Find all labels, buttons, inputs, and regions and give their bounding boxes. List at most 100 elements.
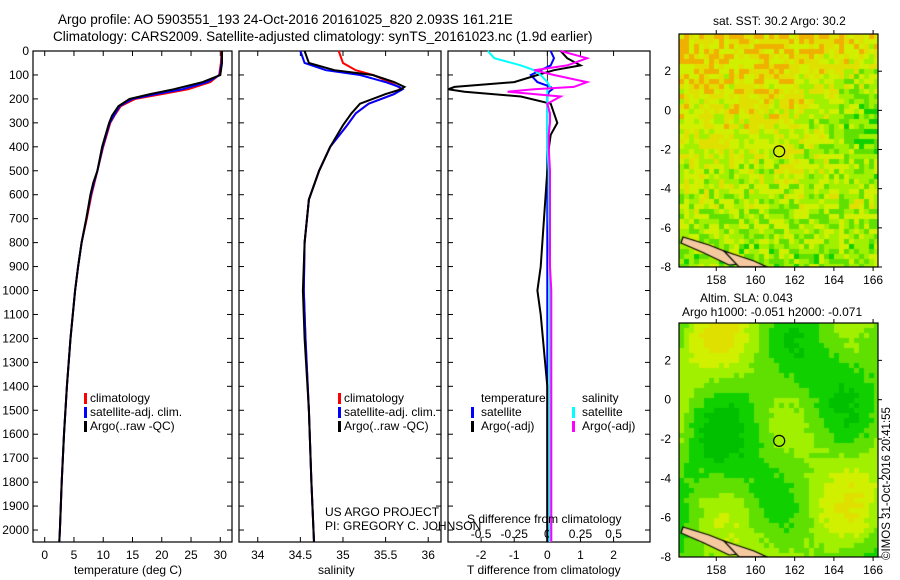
legend-swatch-s-satellite [572, 407, 575, 418]
sst-map-title: sat. SST: 30.2 Argo: 30.2 [713, 14, 846, 28]
legend-temp-header: temperature [481, 391, 546, 405]
x-tick-label: 25 [184, 548, 198, 562]
y-tick-label: 1800 [2, 475, 29, 489]
x-tick-label: 0 [544, 548, 551, 562]
x-tick-label: -2 [476, 548, 487, 562]
legend-swatch-t-satellite [471, 407, 474, 418]
y-tick-label: 800 [9, 236, 29, 250]
title-line-1: Argo profile: AO 5903551_193 24-Oct-2016… [58, 12, 513, 27]
x-tick-label: 34.5 [289, 548, 313, 562]
y-tick-label: 1400 [2, 379, 29, 393]
y-tick-label: 0 [22, 44, 29, 58]
y-tick-label: 1000 [2, 284, 29, 298]
x-tick-label: -1 [509, 548, 520, 562]
y-tick-label: 1200 [2, 331, 29, 345]
y-tick-label: 300 [9, 116, 29, 130]
map-frame [678, 33, 879, 268]
lat-tick-label: -4 [660, 182, 671, 196]
y-tick-label: 500 [9, 164, 29, 178]
salinity-xlabel: salinity [318, 563, 355, 577]
legend-satellite: satellite-adj. clim. [344, 405, 437, 419]
lat-tick-label: -4 [660, 471, 671, 485]
salinity-panel: 34 34.5 35 35.5 36 [238, 50, 442, 562]
x-tick-label: 30 [214, 548, 228, 562]
legend-t-satellite: satellite [481, 405, 522, 419]
legend-s-satellite: satellite [582, 405, 623, 419]
imos-timestamp: ©IMOS 31-Oct-2016 20:41:55 [881, 407, 893, 560]
y-tick-label: 100 [9, 68, 29, 82]
series-temperature-argo-adj- [447, 50, 584, 542]
lon-tick-label: 158 [706, 563, 726, 577]
y-tick-label: 600 [9, 188, 29, 202]
legend-swatch-satellite [84, 407, 87, 418]
y-tick-label: 2000 [2, 523, 29, 537]
y-tick-label: 400 [9, 140, 29, 154]
x-tick-label: 15 [126, 548, 140, 562]
legend-argo: Argo(..raw -QC) [344, 419, 429, 433]
x-tick-label: 34 [251, 548, 265, 562]
legend-swatch-climatology [338, 393, 341, 404]
legend-s-argo: Argo(-adj) [582, 419, 636, 433]
y-tick-label: 700 [9, 212, 29, 226]
legend-climatology: climatology [90, 391, 151, 405]
map-frame [678, 322, 879, 558]
legend-sal-header: salinity [582, 391, 619, 405]
sla-map-image [679, 323, 878, 557]
s-diff-tick-label: -0.25 [501, 527, 529, 541]
lon-tick-label: 162 [785, 563, 805, 577]
plot-frame [238, 50, 442, 543]
series-salinity-satellite [486, 50, 552, 542]
legend-climatology: climatology [344, 391, 405, 405]
legend-argo: Argo(..raw -QC) [90, 419, 175, 433]
lat-tick-label: 0 [664, 393, 671, 407]
lon-tick-label: 166 [863, 273, 883, 287]
legend-t-argo: Argo(-adj) [481, 419, 535, 433]
t-diff-xlabel: T difference from climatology [467, 563, 621, 577]
legend-swatch-satellite [338, 407, 341, 418]
sst-map-image [679, 34, 878, 267]
credit-project: US ARGO PROJECT [325, 505, 440, 519]
lon-tick-label: 166 [863, 563, 883, 577]
legend-swatch-argo [338, 421, 341, 432]
x-tick-label: 36 [422, 548, 436, 562]
lat-tick-label: -6 [660, 221, 671, 235]
lat-tick-label: -8 [660, 550, 671, 564]
lat-tick-label: -8 [660, 260, 671, 274]
argo-float-marker [773, 434, 786, 447]
lon-tick-label: 158 [706, 273, 726, 287]
x-tick-label: 10 [97, 548, 111, 562]
lon-tick-label: 160 [745, 563, 765, 577]
legend-swatch-argo [84, 421, 87, 432]
lat-tick-label: -2 [660, 143, 671, 157]
legend-swatch-s-argo [572, 421, 575, 432]
y-tick-label: 200 [9, 92, 29, 106]
y-tick-label: 1700 [2, 451, 29, 465]
y-tick-label: 1300 [2, 355, 29, 369]
series-argo-raw-qc- [58, 51, 223, 543]
series-salinity-argo-adj- [507, 50, 591, 542]
y-tick-label: 1100 [3, 307, 29, 321]
s-diff-tick-label: 0.25 [569, 527, 593, 541]
y-tick-label: 1500 [2, 403, 29, 417]
legend-swatch-climatology [84, 393, 87, 404]
x-tick-label: 20 [155, 548, 169, 562]
lat-tick-label: 2 [664, 353, 671, 367]
lon-tick-label: 162 [785, 273, 805, 287]
lon-tick-label: 160 [745, 273, 765, 287]
lat-tick-label: 2 [664, 64, 671, 78]
sla-map-title-2: Argo h1000: -0.051 h2000: -0.071 [682, 305, 863, 319]
temperature-xlabel: temperature (deg C) [74, 563, 183, 577]
title-line-2: Climatology: CARS2009. Satellite-adjuste… [53, 29, 593, 44]
sla-map-axes: 158 160 162 164 166 2 0 -2 -4 -6 -8 [660, 319, 883, 577]
s-diff-tick-label: -0.5 [471, 527, 492, 541]
lat-tick-label: -2 [660, 432, 671, 446]
y-tick-label: 1900 [2, 499, 29, 513]
y-tick-label: 1600 [2, 427, 29, 441]
sla-map-title-1: Altim. SLA: 0.043 [700, 291, 793, 305]
x-tick-label: 35 [336, 548, 350, 562]
s-diff-tick-label: 0.5 [605, 527, 622, 541]
sst-map-axes: 158 160 162 164 166 2 0 -2 -4 -6 -8 [660, 30, 883, 287]
